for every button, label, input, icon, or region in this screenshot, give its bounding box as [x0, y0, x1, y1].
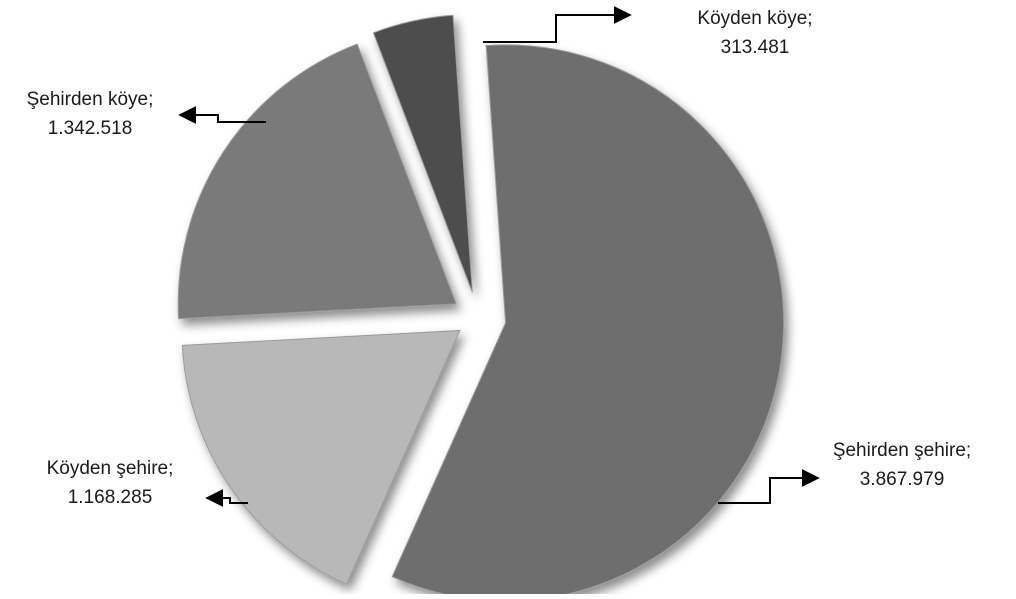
- data-label-koyden-sehire: Köyden şehire; 1.168.285: [47, 458, 174, 508]
- pie-slice-koyden-koye: [372, 14, 473, 293]
- data-label-value: 313.481: [721, 37, 790, 58]
- leader-arrow-koyden-koye: [483, 6, 632, 43]
- data-label-value: 3.867.979: [860, 469, 945, 490]
- pie-slice-koyden-sehire: [181, 329, 461, 585]
- leader-arrow-sehirden-sehire: [718, 469, 820, 504]
- leaders-layer: [178, 6, 820, 507]
- data-label-category: Köyden köye;: [697, 8, 812, 29]
- data-label-sehirden-koye: Şehirden köye; 1.342.518: [27, 89, 154, 139]
- labels-layer: Şehirden şehire; 3.867.979 Köyden şehire; 1…: [27, 8, 972, 508]
- pie-slice-sehirden-koye: [177, 43, 457, 320]
- slices-layer: [177, 14, 785, 599]
- leader-arrow-sehirden-koye: [178, 106, 266, 124]
- data-label-koyden-koye: Köyden köye; 313.481: [697, 8, 812, 58]
- leader-arrow-koyden-sehire: [205, 489, 248, 507]
- data-label-category: Şehirden köye;: [27, 89, 154, 110]
- data-label-value: 1.168.285: [68, 487, 153, 508]
- data-label-category: Şehirden şehire;: [833, 440, 971, 461]
- data-label-category: Köyden şehire;: [47, 458, 174, 479]
- data-label-value: 1.342.518: [48, 118, 133, 139]
- data-label-sehirden-sehire: Şehirden şehire; 3.867.979: [833, 440, 971, 490]
